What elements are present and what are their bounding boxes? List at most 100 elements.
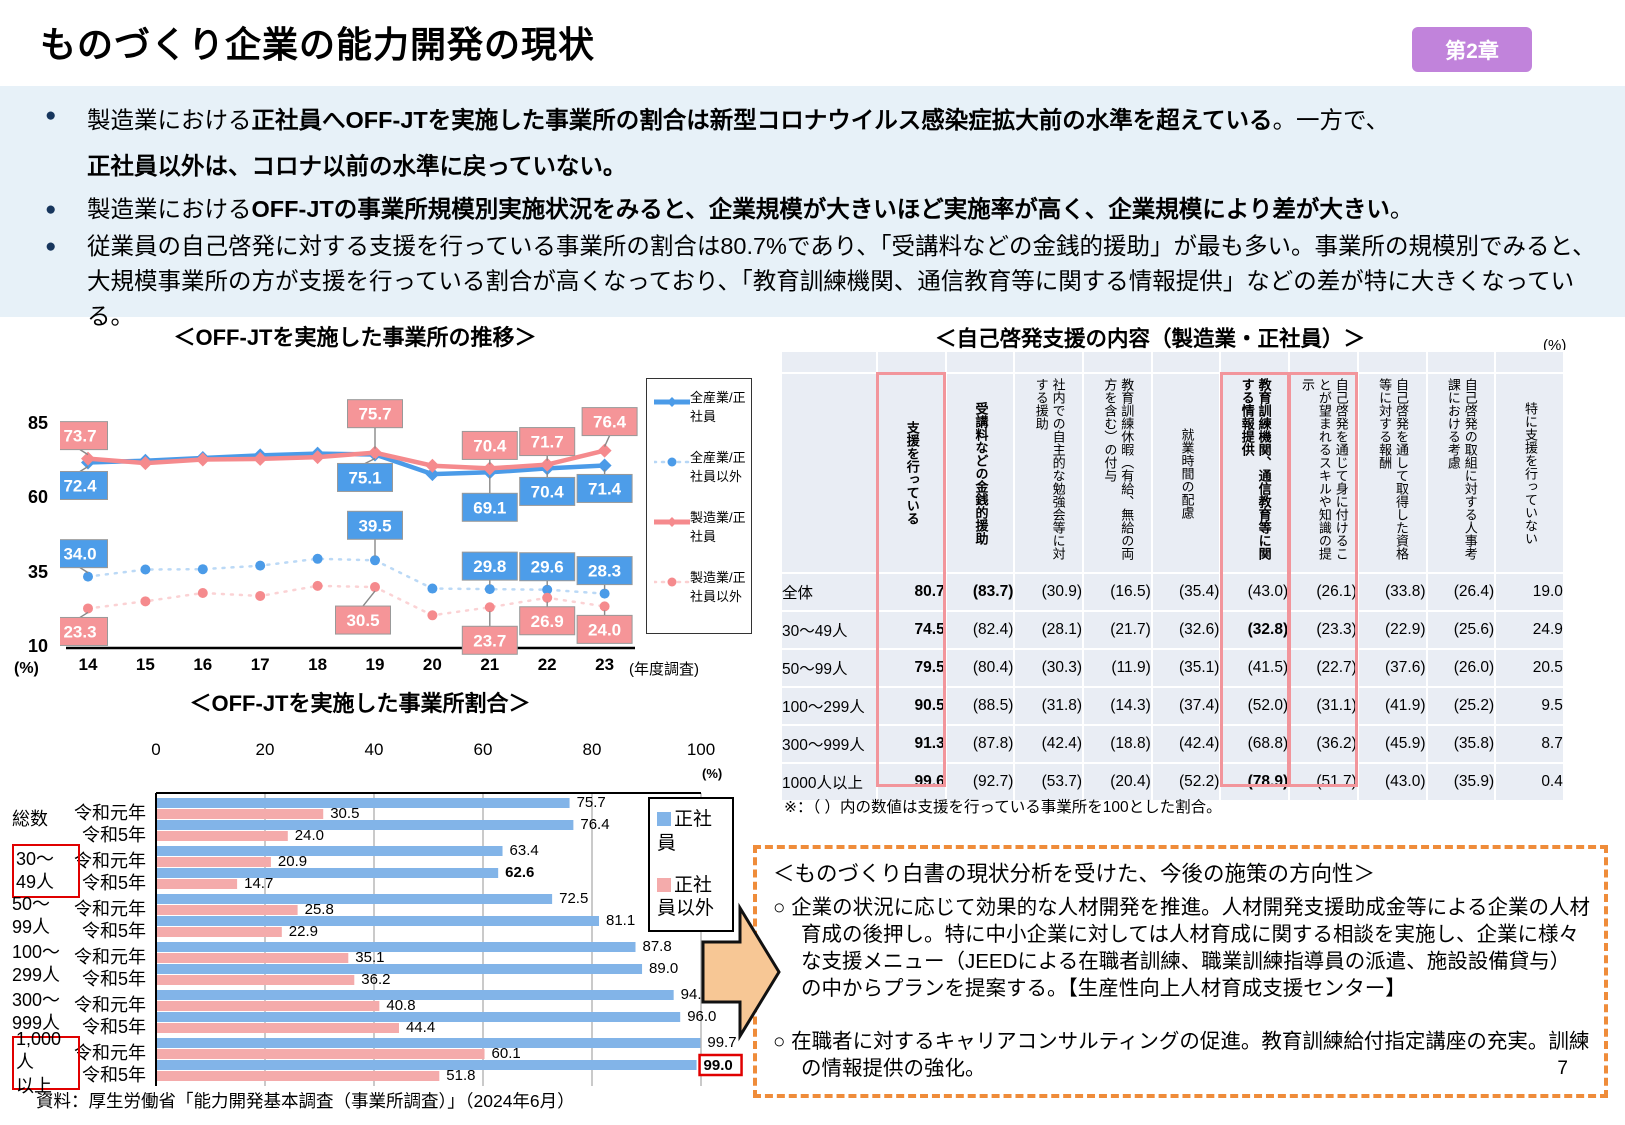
- bar-other: [157, 905, 298, 915]
- bar-value-label: 89.0: [649, 960, 678, 977]
- column-header-text: 自己啓発を通して取得した資格等に対する報酬: [1377, 378, 1410, 560]
- table-cell: (82.4): [944, 610, 1016, 650]
- table-row: 1000人以上 99.6 (92.7) (53.7) (20.4) (52.2) (78.9…: [780, 762, 1565, 802]
- empty-cell: [1288, 350, 1359, 374]
- bar-value-label: 22.9: [289, 923, 318, 940]
- bar-seishain: [157, 964, 643, 974]
- year-label: 令和元年: [74, 898, 146, 919]
- y-axis-tick: 85: [27, 413, 48, 434]
- table-cell: (26.0): [1425, 648, 1497, 688]
- table-cell: 91.3: [876, 724, 947, 764]
- legend-item: 製造業/正社員: [654, 509, 746, 569]
- x-axis-tick: 15: [135, 655, 155, 674]
- table-cell: (43.0): [1356, 762, 1428, 802]
- empty-cell: [780, 350, 878, 374]
- line-data-label: 29.6: [531, 558, 564, 577]
- bar-other: [157, 927, 282, 937]
- empty-cell: [1219, 350, 1291, 374]
- year-label: 令和5年: [81, 1016, 146, 1037]
- bar-value-label: 44.4: [406, 1019, 435, 1036]
- x-axis-tick: 60: [473, 740, 493, 759]
- column-header: 支援を行っている: [876, 372, 947, 574]
- table-row: 100～299人 90.5 (88.5) (31.8) (14.3) (37.4) (52.…: [780, 686, 1565, 726]
- self-development-support-table: 支援を行っている 受講料などの金銭的援助 社内での自主的な勉強会等に対する援助 教育訓…: [780, 350, 1565, 802]
- legend-swatch: [657, 812, 671, 826]
- bar-value-label: 63.4: [510, 842, 539, 859]
- corner-cell: [780, 372, 878, 574]
- table-cell: (14.3): [1082, 686, 1153, 726]
- legend-label: 全産業/正社員: [690, 390, 746, 424]
- line-data-label: 72.4: [63, 476, 97, 495]
- x-axis-tick: 20: [422, 655, 442, 674]
- x-axis-tick: 22: [537, 655, 557, 674]
- x-axis-unit: (%): [702, 766, 723, 781]
- column-header: 教育訓練休暇（有給、無給の両方を含む）の付与: [1082, 372, 1153, 574]
- table-cell: (68.8): [1219, 724, 1291, 764]
- table-cell: (52.2): [1150, 762, 1222, 802]
- line-chart: 72.4 75.1 69.1 70.4 71.4 34.0 39.5 29.8 29.6 28.3…: [60, 399, 638, 655]
- table-cell: (80.4): [944, 648, 1016, 688]
- table-cell: (43.0): [1219, 572, 1291, 612]
- y-axis-tick: 10: [27, 636, 48, 656]
- table-cell: (28.1): [1013, 610, 1085, 650]
- row-label: 30～49人: [780, 610, 878, 650]
- legend-sample: [654, 512, 690, 532]
- size-group-label: 100～ 299人: [12, 941, 61, 985]
- legend-label: 製造業/正社員: [690, 510, 746, 544]
- bar-other: [157, 1023, 399, 1033]
- x-axis-tick: 14: [78, 655, 98, 674]
- policy-direction-box: ＜ものづくり白書の現状分析を受けた、今後の施策の方向性＞ ○ 企業の状況に応じて…: [753, 845, 1608, 1098]
- bullet-icon: ●: [45, 198, 57, 220]
- table-cell: (35.9): [1425, 762, 1497, 802]
- empty-cell: [876, 350, 947, 374]
- line-data-label: 26.9: [531, 612, 564, 631]
- bar-value-label: 40.8: [386, 997, 415, 1014]
- column-header: 自己啓発の取組に対する人事考課における考慮: [1425, 372, 1497, 574]
- x-axis-tick: 17: [250, 655, 270, 674]
- table-row: 30～49人 74.5 (82.4) (28.1) (21.7) (32.6) (32.8)…: [780, 610, 1565, 650]
- legend-item: 全産業/正社員: [654, 389, 746, 449]
- bar-seishain: [157, 990, 674, 1000]
- bar-value-label: 87.8: [643, 938, 672, 955]
- bar-seishain: [157, 1012, 681, 1022]
- year-label: 令和元年: [74, 994, 146, 1015]
- bar-value-label: 72.5: [559, 890, 588, 907]
- size-group-label: 30～ 49人: [12, 844, 80, 898]
- bar-value-label: 24.0: [295, 827, 324, 844]
- bar-value-label: 62.6: [505, 864, 534, 881]
- bar-other: [157, 809, 324, 819]
- source-note: 資料：厚生労働省「能力開発基本調査（事業所調査）」（2024年6月）: [36, 1091, 575, 1111]
- line-data-label: 28.3: [588, 562, 621, 581]
- table-cell: (22.7): [1288, 648, 1359, 688]
- chapter-badge: 第2章: [1412, 27, 1532, 72]
- summary-bullet: ● 製造業における正社員へOFF-JTを実施した事業所の割合は新型コロナウイルス感…: [45, 98, 1605, 190]
- x-axis-tick: 18: [308, 655, 328, 674]
- table-cell: (35.8): [1425, 724, 1497, 764]
- bar-value-label: 30.5: [330, 805, 359, 822]
- table-cell: (23.3): [1288, 610, 1359, 650]
- year-label: 令和5年: [81, 968, 146, 989]
- line-chart-title: ＜OFF-JTを実施した事業所の推移＞: [173, 325, 537, 350]
- bar-value-label: 14.7: [244, 875, 273, 892]
- table-cell: (52.0): [1219, 686, 1291, 726]
- bar-seishain: [157, 1060, 697, 1070]
- bar-other: [157, 1049, 485, 1059]
- empty-cell: [1494, 350, 1565, 374]
- policy-items: ○ 企業の状況に応じて効果的な人材開発を推進。人材開発支援助成金等による企業の人…: [773, 894, 1590, 1082]
- table-cell: (45.9): [1356, 724, 1428, 764]
- legend-swatch: [657, 877, 671, 892]
- summary-bullet: ● 製造業におけるOFF-JTの事業所規模別実施状況をみると、企業規模が大きいほど…: [45, 192, 1605, 227]
- size-group-label: 総数: [12, 809, 48, 830]
- legend-label: 製造業/正社員以外: [690, 570, 746, 604]
- year-label: 令和元年: [74, 1042, 146, 1063]
- bar-other: [157, 1071, 440, 1081]
- row-label: 全体: [780, 572, 878, 612]
- bar-other: [157, 857, 271, 867]
- bar-value-label: 96.0: [687, 1008, 716, 1025]
- size-group-label: 1,000人 以上: [12, 1029, 80, 1096]
- table-cell: 20.5: [1494, 648, 1565, 688]
- table-cell: 0.4: [1494, 762, 1565, 802]
- table-cell: (37.4): [1150, 686, 1222, 726]
- column-header-text: 支援を行っている: [904, 421, 920, 525]
